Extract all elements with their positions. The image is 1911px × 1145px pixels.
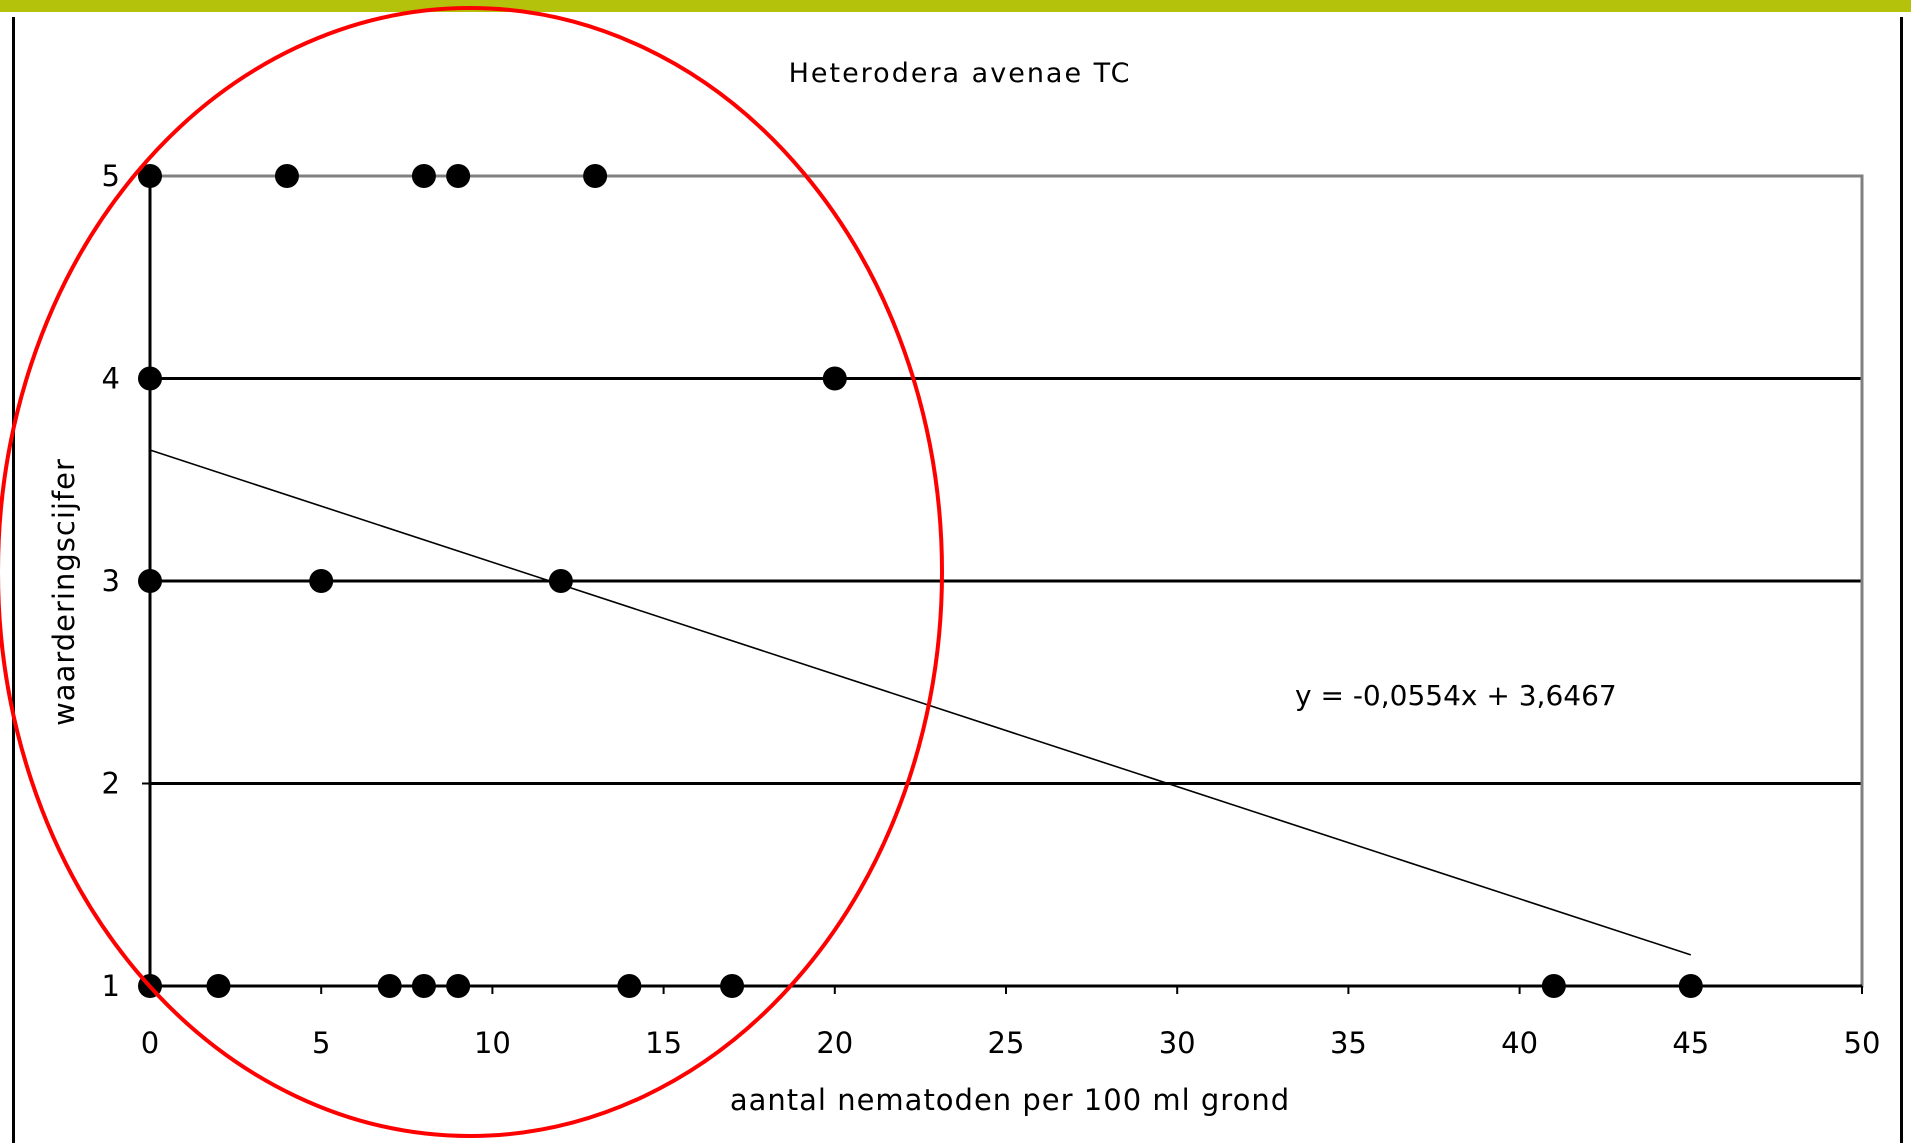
- trendline-equation: y = -0,0554x + 3,6467: [1295, 679, 1617, 712]
- y-tick-label: 3: [102, 564, 120, 598]
- data-point: [411, 164, 436, 188]
- x-tick-label: 30: [1159, 1026, 1196, 1060]
- y-tick-label: 5: [102, 159, 120, 193]
- data-point: [617, 974, 642, 998]
- data-point: [411, 974, 436, 998]
- data-point: [138, 569, 162, 593]
- data-point: [446, 974, 471, 998]
- chart-frame: [12, 17, 1903, 1143]
- chart-title: Heterodera avenae TC: [789, 58, 1132, 89]
- y-tick-label: 4: [102, 362, 120, 396]
- x-tick-label: 35: [1330, 1026, 1367, 1060]
- x-tick-label: 10: [474, 1026, 511, 1060]
- data-point: [822, 366, 847, 391]
- trendline: [149, 449, 1692, 956]
- data-point: [377, 974, 402, 998]
- y-tick-label: 2: [102, 767, 120, 801]
- x-tick-label: 45: [1672, 1026, 1709, 1060]
- data-point: [446, 164, 471, 188]
- data-point: [206, 974, 231, 998]
- data-point: [583, 164, 608, 188]
- x-tick-label: 20: [816, 1026, 853, 1060]
- x-tick-label: 50: [1844, 1026, 1881, 1060]
- x-tick-label: 40: [1501, 1026, 1538, 1060]
- data-point: [274, 164, 299, 188]
- x-tick-label: 25: [988, 1026, 1025, 1060]
- x-axis-label: aantal nematoden per 100 ml grond: [730, 1083, 1290, 1117]
- y-axis-ticks: 1 2 3 4 5: [102, 159, 150, 1003]
- x-tick-label: 15: [645, 1026, 682, 1060]
- x-tick-label: 5: [312, 1026, 330, 1060]
- y-tick-label: 1: [102, 969, 120, 1003]
- data-point: [309, 569, 334, 593]
- x-tick-label: 0: [141, 1026, 159, 1060]
- gridlines: [150, 174, 1862, 988]
- data-point: [720, 974, 745, 998]
- y-axis-label: waarderingscijfer: [47, 458, 81, 726]
- data-point: [1678, 974, 1703, 998]
- data-point: [138, 366, 162, 391]
- x-axis-ticks: 0 5 10 15 20 25 30 35 40 45 50: [141, 986, 1881, 1060]
- data-point: [138, 164, 162, 188]
- highlight-ellipse: [0, 6, 944, 1138]
- data-point: [548, 569, 573, 593]
- data-point: [1541, 974, 1566, 998]
- data-points: [138, 164, 1703, 998]
